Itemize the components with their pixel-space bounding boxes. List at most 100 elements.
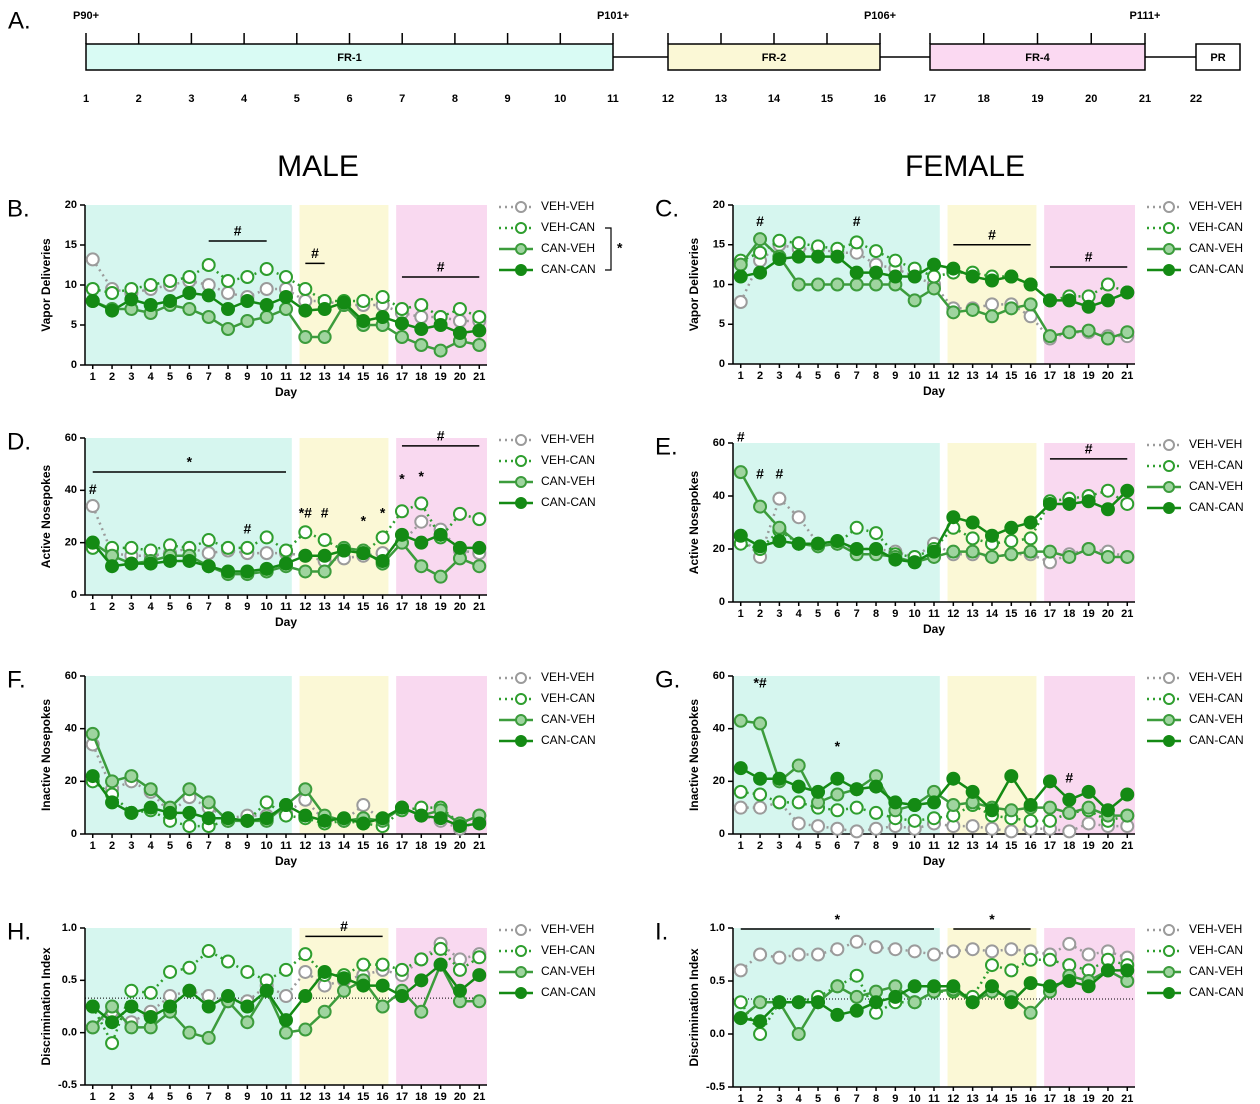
- significance-label: #: [737, 428, 745, 444]
- data-point: [279, 302, 293, 316]
- x-tick-label: 4: [796, 608, 803, 620]
- data-point: [830, 803, 845, 818]
- data-point: [317, 548, 332, 563]
- data-point: [452, 326, 467, 340]
- data-point: [414, 496, 429, 511]
- x-tick-label: 15: [357, 601, 369, 613]
- phase-shading: [733, 443, 940, 602]
- x-tick-label: 3: [776, 840, 782, 852]
- x-tick-label: 18: [1063, 1093, 1075, 1104]
- data-point: [1100, 483, 1115, 498]
- x-tick-label: 10: [261, 1091, 273, 1103]
- data-point: [1042, 496, 1057, 511]
- x-tick-label: 9: [892, 1093, 898, 1104]
- phase-shading: [396, 438, 487, 595]
- legend-marker: [1163, 714, 1175, 726]
- data-point: [733, 784, 748, 799]
- legend-label: CAN-VEH: [1189, 964, 1243, 978]
- data-point: [414, 298, 429, 312]
- significance-label: #: [89, 481, 97, 497]
- data-point: [753, 995, 768, 1010]
- legend-label: CAN-CAN: [541, 733, 596, 747]
- data-point: [182, 553, 197, 568]
- data-point: [927, 269, 941, 284]
- phase-shading: [299, 676, 389, 834]
- significance-label: #: [756, 466, 764, 482]
- x-tick-label: 6: [186, 1091, 192, 1103]
- x-tick-label: 21: [1121, 608, 1133, 620]
- y-tick-label: 0: [71, 828, 77, 840]
- data-point: [869, 526, 884, 541]
- data-point: [259, 561, 274, 576]
- x-tick-label: 11: [280, 601, 292, 613]
- legend-marker: [1163, 439, 1175, 451]
- data-point: [888, 942, 903, 957]
- panel-label: A.: [8, 7, 31, 34]
- data-point: [1023, 813, 1038, 828]
- x-tick-label: 4: [148, 1091, 155, 1103]
- data-point: [221, 322, 236, 336]
- x-tick-label: 5: [815, 370, 821, 382]
- data-point: [105, 303, 120, 318]
- y-tick-label: 0: [719, 596, 725, 608]
- x-tick-label: 4: [796, 840, 803, 852]
- data-point: [1100, 293, 1115, 308]
- y-tick-label: 15: [65, 239, 77, 251]
- legend-bracket: [605, 227, 612, 271]
- data-point: [869, 940, 884, 955]
- x-tick-label: 1: [90, 601, 96, 613]
- x-tick-label: 12: [299, 371, 311, 383]
- data-point: [733, 713, 748, 728]
- data-point: [869, 265, 884, 280]
- data-point: [452, 540, 467, 555]
- data-point: [414, 1004, 429, 1019]
- x-tick-label: 16: [377, 840, 389, 852]
- data-point: [163, 294, 178, 308]
- data-point: [791, 995, 806, 1010]
- significance-label: #: [321, 505, 329, 521]
- x-tick-label: 2: [757, 370, 763, 382]
- data-point: [830, 942, 845, 957]
- data-point: [772, 771, 787, 786]
- data-point: [85, 252, 100, 267]
- day-label: 11: [607, 93, 619, 105]
- data-point: [124, 292, 139, 307]
- x-tick-label: 16: [377, 601, 389, 613]
- data-point: [414, 338, 429, 352]
- legend-marker: [1163, 945, 1175, 957]
- y-tick-label: 10: [713, 278, 725, 290]
- data-point: [414, 952, 429, 967]
- data-point: [433, 941, 448, 956]
- legend-label: VEH-VEH: [1189, 670, 1242, 684]
- data-point: [143, 278, 158, 292]
- x-tick-label: 10: [909, 370, 921, 382]
- significance-label: #: [1065, 769, 1073, 785]
- data-point: [753, 787, 768, 802]
- data-point: [946, 979, 961, 994]
- legend-marker: [1163, 693, 1175, 705]
- day-label: 6: [346, 93, 352, 105]
- y-tick-label: 0.0: [62, 1027, 77, 1039]
- data-point: [279, 989, 293, 1004]
- data-point: [965, 544, 980, 559]
- phase-shading: [1044, 443, 1135, 602]
- x-tick-label: 8: [225, 840, 231, 852]
- heading: MALE: [277, 150, 359, 183]
- legend-label: CAN-VEH: [541, 712, 595, 726]
- x-tick-label: 3: [128, 601, 134, 613]
- data-point: [298, 564, 313, 579]
- day-label: 21: [1139, 93, 1151, 105]
- data-point: [791, 816, 806, 831]
- x-tick-label: 20: [1102, 840, 1114, 852]
- data-point: [452, 314, 467, 328]
- data-point: [1100, 963, 1115, 978]
- x-tick-label: 17: [396, 371, 408, 383]
- data-point: [1004, 769, 1019, 784]
- age-label: P90+: [73, 10, 99, 22]
- legend-marker: [1163, 481, 1175, 493]
- x-tick-label: 4: [796, 1093, 803, 1104]
- data-point: [336, 543, 351, 558]
- data-point: [1023, 515, 1038, 530]
- legend-label: CAN-CAN: [1189, 262, 1244, 276]
- data-point: [830, 249, 845, 264]
